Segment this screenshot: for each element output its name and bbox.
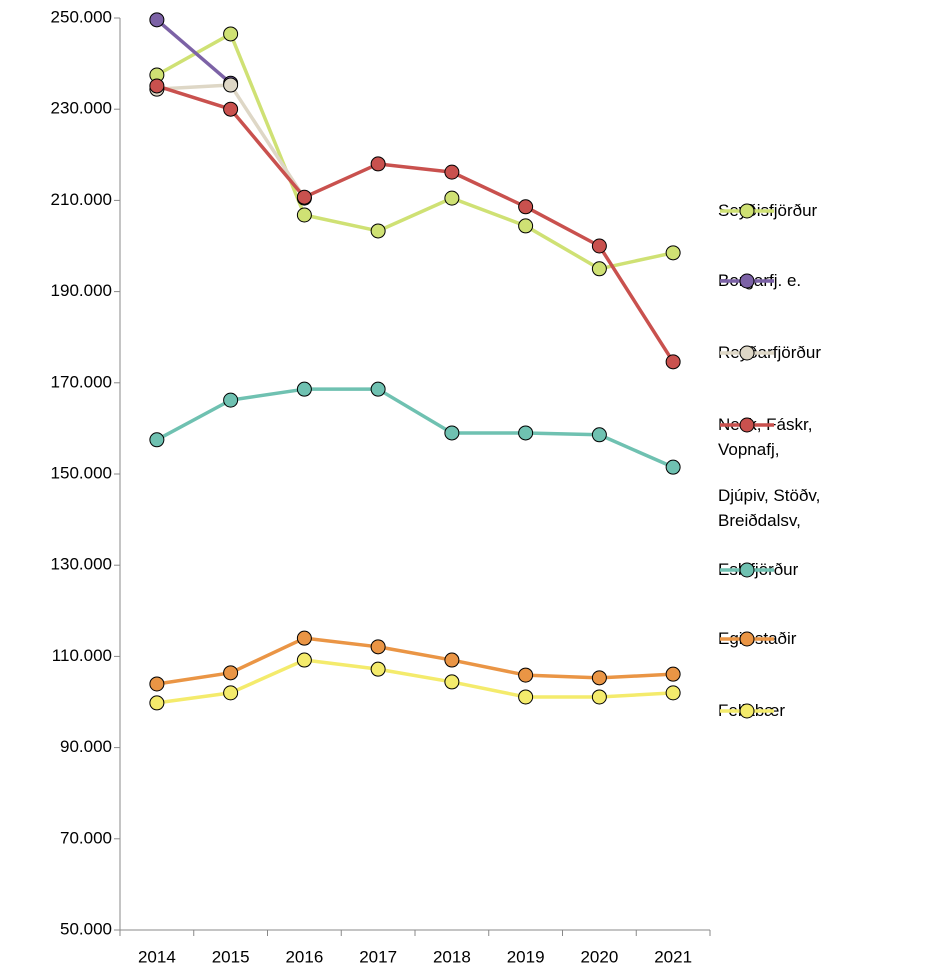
- data-point: [370, 661, 386, 677]
- data-point: [370, 639, 386, 655]
- x-tick-label: 2014: [138, 947, 176, 966]
- data-point: [149, 78, 165, 94]
- data-point: [223, 101, 239, 117]
- series-line: [156, 658, 674, 705]
- data-point: [591, 238, 607, 254]
- data-point: [444, 190, 460, 206]
- legend-marker: [739, 203, 755, 219]
- data-point: [518, 689, 534, 705]
- series-line: [156, 84, 675, 363]
- legend-marker: [739, 562, 755, 578]
- legend-entry: Seyðisfjörður: [718, 198, 866, 223]
- data-point: [518, 425, 534, 441]
- data-point: [591, 689, 607, 705]
- data-point: [591, 427, 607, 443]
- data-point: [518, 199, 534, 215]
- data-point: [665, 245, 681, 261]
- data-point: [296, 207, 312, 223]
- data-point: [296, 189, 312, 205]
- data-point: [370, 156, 386, 172]
- y-tick-label: 210.000: [51, 190, 112, 209]
- data-point: [665, 666, 681, 682]
- legend-swatch: [720, 562, 774, 578]
- data-point: [444, 425, 460, 441]
- legend-marker: [739, 273, 755, 289]
- data-point: [591, 670, 607, 686]
- data-point: [296, 630, 312, 646]
- data-point: [296, 381, 312, 397]
- data-point: [444, 652, 460, 668]
- data-point: [665, 354, 681, 370]
- y-tick-label: 250.000: [51, 7, 112, 26]
- legend-entry: Borgarfj. e.: [718, 268, 866, 293]
- data-point: [518, 218, 534, 234]
- legend-swatch: [720, 703, 774, 719]
- x-tick-label: 2019: [507, 947, 545, 966]
- legend-swatch: [720, 417, 774, 433]
- data-point: [223, 77, 239, 93]
- legend-entry: Djúpiv, Stöðv, Breiðdalsv,: [718, 483, 866, 533]
- legend-swatch: [720, 273, 774, 289]
- legend-marker: [739, 631, 755, 647]
- data-point: [518, 667, 534, 683]
- y-tick-label: 190.000: [51, 281, 112, 300]
- legend-entry: Reyðarfjörður: [718, 340, 866, 365]
- data-point: [223, 685, 239, 701]
- legend-entry: Nesk, Fáskr, Vopnafj,: [718, 412, 866, 462]
- legend-swatch: [720, 631, 774, 647]
- series-line: [156, 32, 674, 271]
- data-point: [444, 164, 460, 180]
- data-point: [223, 665, 239, 681]
- y-tick-label: 170.000: [51, 372, 112, 391]
- data-point: [149, 432, 165, 448]
- legend-marker: [739, 345, 755, 361]
- legend-marker: [739, 417, 755, 433]
- series-line: [155, 18, 232, 85]
- y-tick-label: 110.000: [52, 646, 112, 665]
- x-tick-label: 2020: [580, 947, 618, 966]
- data-point: [149, 695, 165, 711]
- legend-swatch: [718, 483, 774, 508]
- x-tick-label: 2018: [433, 947, 471, 966]
- data-point: [591, 261, 607, 277]
- x-tick-label: 2016: [285, 947, 323, 966]
- y-tick-label: 50.000: [60, 919, 112, 938]
- data-point: [223, 26, 239, 42]
- y-tick-label: 130.000: [51, 555, 112, 574]
- y-tick-label: 90.000: [60, 737, 112, 756]
- legend-entry: Eskifjörður: [718, 557, 866, 582]
- x-tick-label: 2015: [212, 947, 250, 966]
- data-point: [149, 676, 165, 692]
- data-point: [444, 674, 460, 690]
- legend-swatch: [720, 345, 774, 361]
- legend-marker: [739, 703, 755, 719]
- data-point: [665, 459, 681, 475]
- x-tick-label: 2021: [654, 947, 692, 966]
- data-point: [665, 685, 681, 701]
- data-point: [370, 381, 386, 397]
- series-line: [156, 387, 674, 469]
- y-tick-label: 230.000: [51, 99, 112, 118]
- series-line: [156, 636, 674, 686]
- y-tick-label: 150.000: [51, 463, 112, 482]
- legend-swatch: [720, 203, 774, 219]
- legend-entry: Egilsstaðir: [718, 626, 866, 651]
- x-tick-label: 2017: [359, 947, 397, 966]
- data-point: [149, 12, 165, 28]
- data-point: [223, 392, 239, 408]
- data-point: [296, 652, 312, 668]
- legend-entry: Fellabær: [718, 698, 866, 723]
- legend-label: Djúpiv, Stöðv, Breiðdalsv,: [718, 486, 821, 530]
- data-point: [370, 223, 386, 239]
- y-tick-label: 70.000: [60, 828, 112, 847]
